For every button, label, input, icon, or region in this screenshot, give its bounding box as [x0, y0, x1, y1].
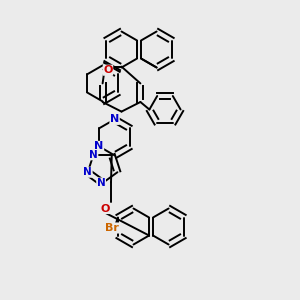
Text: N: N [89, 150, 98, 160]
Text: Br: Br [105, 223, 119, 233]
Text: O: O [103, 65, 113, 75]
Text: O: O [101, 203, 110, 214]
Text: N: N [83, 167, 92, 177]
Text: N: N [94, 141, 103, 152]
Text: N: N [97, 178, 106, 188]
Text: N: N [110, 114, 119, 124]
